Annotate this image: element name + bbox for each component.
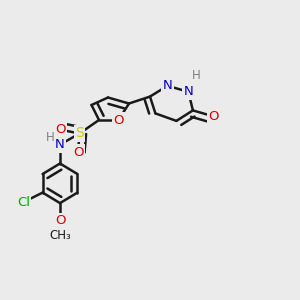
Text: N: N xyxy=(55,138,65,151)
Text: O: O xyxy=(208,110,219,123)
Text: O: O xyxy=(55,123,65,136)
Text: O: O xyxy=(113,113,124,127)
Text: H: H xyxy=(46,130,55,144)
Text: H: H xyxy=(192,69,201,82)
Text: O: O xyxy=(73,146,83,159)
Text: N: N xyxy=(184,85,193,98)
Text: N: N xyxy=(163,79,172,92)
Text: Cl: Cl xyxy=(17,196,30,209)
Text: S: S xyxy=(75,127,84,140)
Text: CH₃: CH₃ xyxy=(49,229,71,242)
Text: O: O xyxy=(55,214,65,227)
